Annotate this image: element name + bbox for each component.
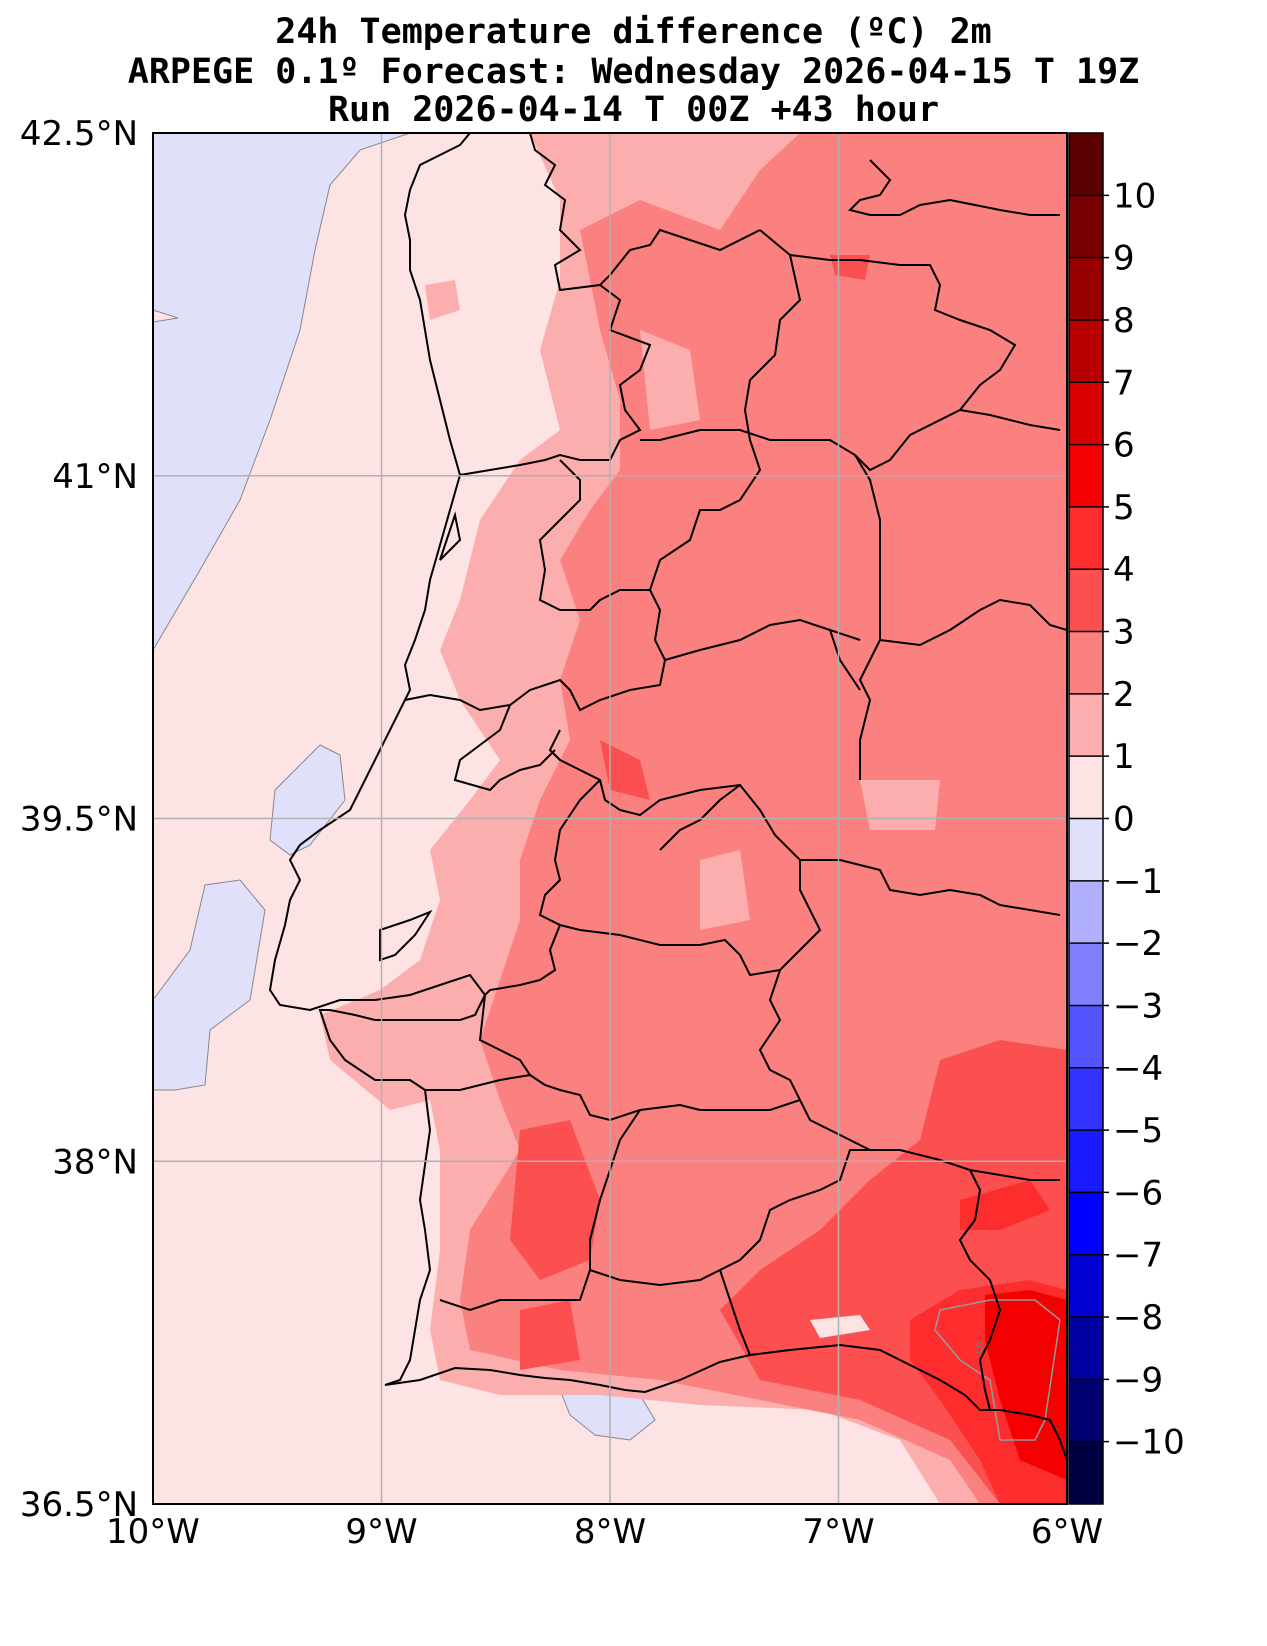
field-five-to-six	[985, 1290, 1067, 1480]
lat-tick-label: 41°N	[52, 457, 138, 497]
lon-tick-label: 9°W	[345, 1512, 417, 1552]
colorbar-segment	[1069, 1130, 1103, 1193]
colorbar-tick-label: 3	[1113, 613, 1135, 653]
lon-tick-label: 6°W	[1031, 1512, 1103, 1552]
lon-tick-label: 10°W	[106, 1512, 200, 1552]
colorbar-segment	[1069, 1067, 1103, 1131]
colorbar-tick-label: −2	[1113, 924, 1163, 964]
colorbar-segment	[1069, 133, 1103, 196]
colorbar-segment	[1069, 693, 1103, 757]
field-negative-sea-west	[153, 879, 266, 1091]
field-three-to-four-west	[510, 1120, 600, 1280]
field-three-to-four-center	[600, 740, 650, 800]
title-line-2: ARPEGE 0.1º Forecast: Wednesday 2026-04-…	[127, 52, 1140, 92]
lat-tick-label: 39.5°N	[20, 800, 138, 840]
colorbar-segment	[1069, 1254, 1103, 1318]
field-negative-sea-tagus	[269, 744, 346, 856]
colorbar-segment	[1069, 1005, 1103, 1069]
colorbar-segment	[1069, 1317, 1103, 1380]
colorbar-segment	[1069, 1192, 1103, 1256]
lon-tick-label: 7°W	[802, 1512, 874, 1552]
lat-tick-label: 36.5°N	[20, 1485, 138, 1525]
field-one-to-two-inner-3	[640, 330, 700, 430]
estuary-aveiro	[439, 511, 462, 561]
lon-tick-label: 8°W	[574, 1512, 646, 1552]
colorbar-segment	[1069, 880, 1103, 944]
district-borders	[404, 159, 1067, 1411]
colorbar-tick-label: −3	[1113, 986, 1163, 1026]
field-negative-sea-north	[153, 133, 411, 651]
colorbar-tick-label: 6	[1113, 426, 1135, 466]
colorbar-segment	[1069, 569, 1103, 633]
contour-five	[934, 1299, 1061, 1441]
colorbar-tick-label: 10	[1113, 176, 1156, 216]
colorbar-tick-label: 4	[1113, 550, 1135, 590]
plot-frame	[152, 132, 1068, 1505]
map-plot-area: 5	[153, 133, 1067, 1504]
title-line-3: Run 2026-04-14 T 00Z +43 hour	[327, 90, 940, 130]
colorbar-segment	[1069, 756, 1103, 819]
colorbar-tick-label: 5	[1113, 488, 1135, 528]
colorbar-tick-label: −9	[1113, 1360, 1163, 1400]
lon-tick-labels: 10°W 9°W 8°W 7°W 6°W	[106, 1512, 1103, 1552]
field-positive-patch	[153, 309, 179, 323]
colorbar-segment	[1069, 195, 1103, 259]
colorbar-segment	[1069, 319, 1103, 383]
colorbar-segment	[1069, 818, 1103, 882]
field-one-to-two-inner	[700, 850, 750, 930]
field-three-to-four-ne	[830, 255, 870, 280]
estuary-tagus	[379, 909, 433, 962]
colorbar-tick-label: −10	[1113, 1423, 1185, 1463]
colorbar-segment	[1069, 1379, 1103, 1443]
colorbar-tick-label: −5	[1113, 1111, 1163, 1151]
field-one-to-two-inner-2	[860, 780, 940, 830]
colorbar-segment	[1069, 1441, 1103, 1505]
colorbar-tick-label: −7	[1113, 1236, 1163, 1276]
colorbar-tick-label: 9	[1113, 239, 1135, 279]
colorbar-tick-label: −6	[1113, 1173, 1163, 1213]
colorbar-tick-label: 2	[1113, 675, 1135, 715]
colorbar-tick-label: −4	[1113, 1049, 1163, 1089]
colorbar-tick-label: −1	[1113, 862, 1163, 902]
field-zero-to-one-patch	[810, 1315, 870, 1338]
lat-tick-label: 38°N	[52, 1142, 138, 1182]
colorbar-tick-label: 8	[1113, 301, 1135, 341]
colorbar-tick-label: 7	[1113, 363, 1135, 403]
colorbar-tick-label: 0	[1113, 800, 1135, 840]
colorbar-tick-label: −8	[1113, 1298, 1163, 1338]
colorbar-tick-label: 1	[1113, 737, 1135, 777]
colorbar-segment	[1069, 444, 1103, 508]
contour-label: 5	[975, 1341, 984, 1357]
colorbar-segment	[1069, 506, 1103, 570]
field-four-to-five-a	[960, 1180, 1050, 1230]
lat-tick-label: 42.5°N	[20, 114, 138, 154]
title-line-1: 24h Temperature difference (ºC) 2m	[275, 12, 992, 52]
field-three-to-four-sw	[520, 1300, 580, 1370]
coastline	[268, 133, 1067, 1461]
colorbar-segment	[1069, 943, 1103, 1006]
gridlines	[153, 133, 1067, 1504]
colorbar-segment	[1069, 257, 1103, 321]
lat-tick-labels: 42.5°N 41°N 39.5°N 38°N 36.5°N	[20, 114, 138, 1525]
field-one-to-two-patch	[425, 280, 460, 320]
colorbar-segment	[1069, 631, 1103, 695]
colorbar-segment	[1069, 382, 1103, 446]
